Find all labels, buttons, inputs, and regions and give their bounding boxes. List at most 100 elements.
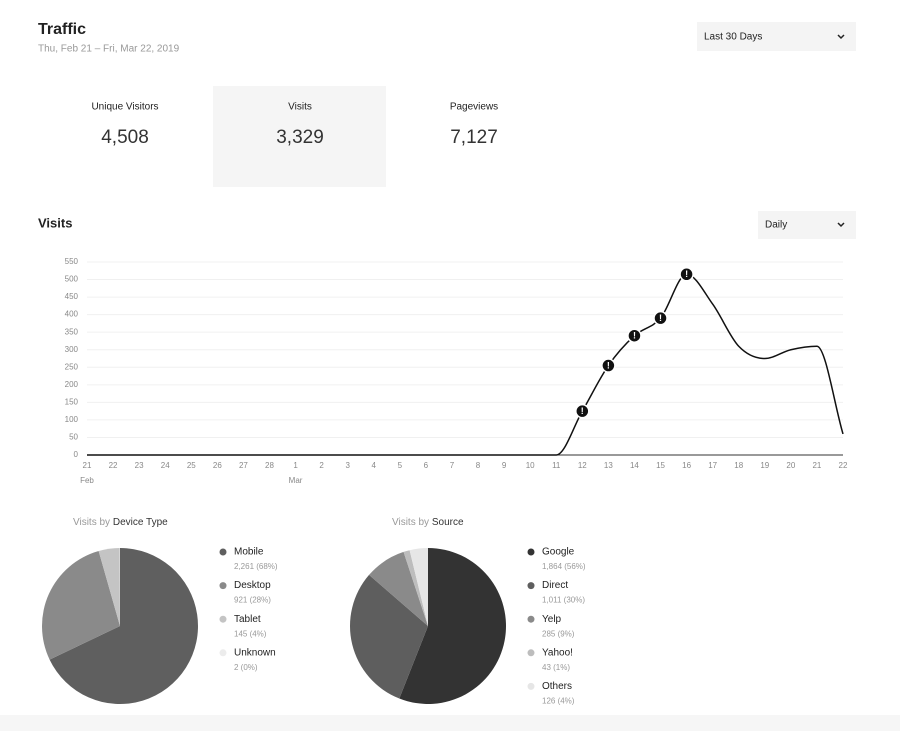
- legend-label: Direct: [542, 580, 568, 591]
- chevron: [837, 34, 845, 40]
- x-tick-label: 24: [161, 461, 170, 470]
- dropdown-box[interactable]: [697, 22, 856, 51]
- dropdown-label[interactable]: Last 30 Days: [704, 32, 762, 43]
- x-tick-label: 22: [839, 461, 848, 470]
- stat-value[interactable]: 7,127: [450, 127, 498, 148]
- pie-title-prefix: Visits by: [73, 517, 110, 528]
- y-tick-label: 200: [65, 380, 79, 389]
- legend-value: 43 (1%): [542, 663, 570, 672]
- legend-dot: [219, 649, 227, 657]
- dropdown-label[interactable]: Daily: [765, 220, 787, 231]
- x-tick-label: 27: [239, 461, 248, 470]
- pie-slice: [98, 548, 120, 626]
- pie-title: Visits by Source: [392, 517, 464, 528]
- x-tick-label: 4: [372, 461, 377, 470]
- legend-value: 2,261 (68%): [234, 562, 278, 571]
- annotation-icon: !: [633, 331, 636, 341]
- x-tick-label: 1: [293, 461, 298, 470]
- x-tick-label: 3: [345, 461, 350, 470]
- legend-label: Yelp: [542, 614, 562, 625]
- annotation-marker[interactable]: [679, 267, 694, 282]
- x-tick-label: 28: [265, 461, 274, 470]
- legend-dot: [219, 615, 227, 623]
- legend-dot: [527, 615, 535, 623]
- x-tick-label: 11: [552, 461, 561, 470]
- y-tick-label: 450: [65, 292, 79, 301]
- annotation-icon: !: [607, 360, 610, 370]
- x-tick-label: 6: [424, 461, 429, 470]
- legend-value: 145 (4%): [234, 629, 267, 638]
- annotation-icon: !: [581, 406, 584, 416]
- annotation-marker[interactable]: [627, 328, 642, 343]
- range-dropdown[interactable]: Last 30 Days: [697, 22, 856, 51]
- annotation-marker[interactable]: [653, 310, 668, 326]
- x-tick-label: 16: [682, 461, 691, 470]
- pie-title: Visits by Device Type: [73, 517, 168, 528]
- annotation-marker[interactable]: [575, 403, 590, 419]
- pie-title-main: Device Type: [113, 517, 168, 528]
- pie-slice: [41, 550, 120, 660]
- legend-dot: [527, 682, 535, 690]
- x-tick-label: 13: [604, 461, 613, 470]
- chevron: [837, 222, 845, 228]
- legend-label: Desktop: [234, 580, 271, 591]
- x-tick-label: 21: [812, 461, 821, 470]
- legend-label: Mobile: [234, 547, 264, 558]
- legend-value: 126 (4%): [542, 697, 575, 706]
- stat-value[interactable]: 3,329: [276, 127, 324, 148]
- x-tick-label: 2: [319, 461, 324, 470]
- legend-dot: [219, 548, 227, 556]
- x-tick-label: 18: [734, 461, 743, 470]
- x-tick-label: 22: [109, 461, 118, 470]
- visits-line: [86, 273, 844, 456]
- stat-card-selected[interactable]: [213, 86, 386, 187]
- legend-dot: [527, 582, 535, 590]
- y-tick-label: 400: [65, 310, 79, 319]
- y-tick-label: 150: [65, 397, 79, 406]
- legend-dot: [527, 548, 535, 556]
- legend-dot: [527, 649, 535, 657]
- legend-label: Others: [542, 681, 572, 692]
- y-tick-label: 0: [74, 450, 79, 459]
- pie-slice: [49, 548, 198, 704]
- legend-dot: [219, 582, 227, 590]
- y-tick-label: 50: [69, 433, 78, 442]
- annotation-marker[interactable]: [601, 358, 616, 373]
- x-tick-label: 21: [83, 461, 92, 470]
- pie-slice: [369, 551, 428, 626]
- pie-slice: [403, 550, 428, 626]
- pie-slice: [409, 548, 428, 626]
- stat-value[interactable]: 4,508: [101, 127, 149, 148]
- pie-title-prefix: Visits by: [392, 517, 429, 528]
- legend-value: 921 (28%): [234, 596, 271, 605]
- pie-slice: [399, 548, 506, 704]
- legend-value: 2 (0%): [234, 663, 258, 672]
- page-title: Traffic: [38, 21, 86, 38]
- legend-label: Tablet: [234, 614, 261, 625]
- legend-label: Unknown: [234, 647, 276, 658]
- interval-dropdown[interactable]: Daily: [758, 211, 856, 239]
- y-tick-label: 250: [65, 362, 79, 371]
- legend-value: 1,011 (30%): [542, 596, 585, 605]
- x-tick-label: 15: [656, 461, 665, 470]
- annotation-icon: !: [659, 313, 662, 323]
- stat-label[interactable]: Unique Visitors: [91, 102, 158, 113]
- y-tick-label: 350: [65, 327, 79, 336]
- section-title: Visits: [38, 215, 72, 230]
- x-tick-label: 9: [502, 461, 507, 470]
- x-tick-label: 23: [135, 461, 144, 470]
- pie-title-main: Source: [432, 517, 464, 528]
- x-tick-label: 7: [450, 461, 455, 470]
- stat-label[interactable]: Visits: [288, 102, 312, 113]
- x-tick-label: 12: [578, 461, 587, 470]
- y-tick-label: 300: [65, 345, 79, 354]
- legend-value: 285 (9%): [542, 629, 575, 638]
- x-tick-label: 8: [476, 461, 481, 470]
- month-label: Mar: [289, 476, 303, 485]
- stat-label[interactable]: Pageviews: [450, 102, 498, 113]
- legend-label: Google: [542, 547, 575, 558]
- annotation-icon: !: [685, 269, 688, 279]
- x-tick-label: 26: [213, 461, 222, 470]
